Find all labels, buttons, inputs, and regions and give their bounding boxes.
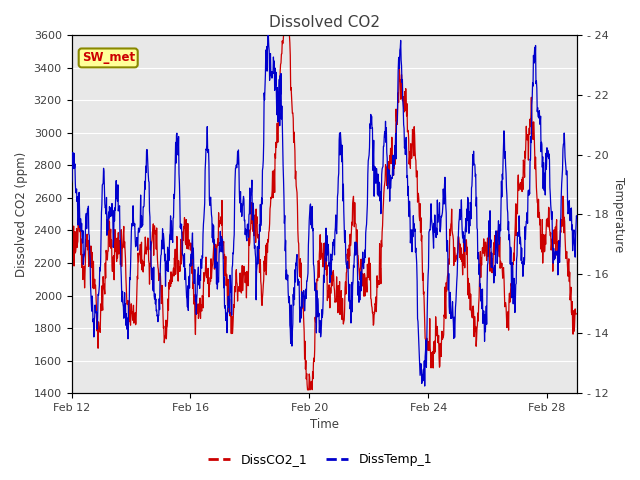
Y-axis label: Dissolved CO2 (ppm): Dissolved CO2 (ppm) <box>15 152 28 277</box>
Title: Dissolved CO2: Dissolved CO2 <box>269 15 380 30</box>
Legend: DissCO2_1, DissTemp_1: DissCO2_1, DissTemp_1 <box>203 448 437 471</box>
X-axis label: Time: Time <box>310 419 339 432</box>
Y-axis label: Temperature: Temperature <box>612 177 625 252</box>
Text: SW_met: SW_met <box>82 51 135 64</box>
